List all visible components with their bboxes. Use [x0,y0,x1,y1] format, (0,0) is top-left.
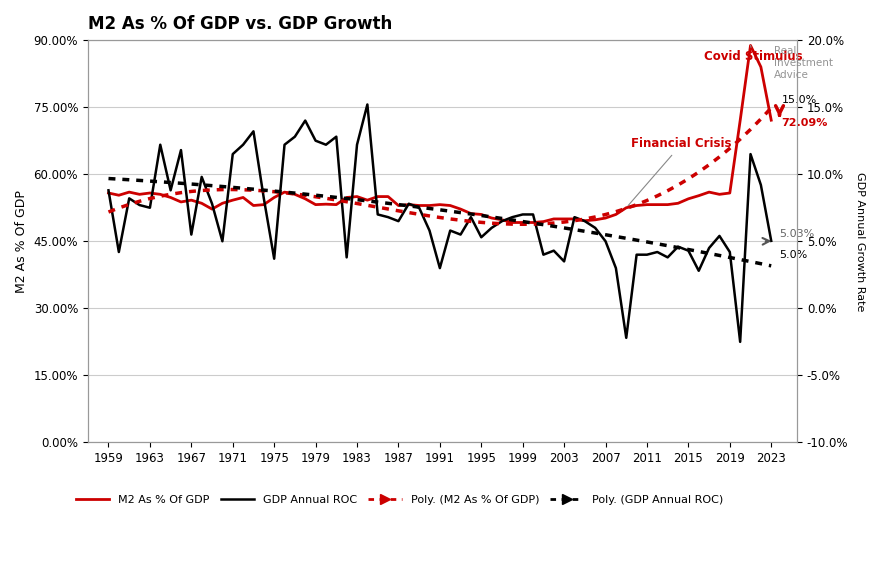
Text: Covid Stimulus: Covid Stimulus [704,46,803,63]
Text: 5.0%: 5.0% [780,250,808,260]
Text: Real
Investment
Advice: Real Investment Advice [774,46,833,81]
Text: 72.09%: 72.09% [781,118,828,128]
Text: Financial Crisis: Financial Crisis [628,138,732,206]
Y-axis label: GDP Annual Growth Rate: GDP Annual Growth Rate [855,172,865,311]
Text: M2 As % Of GDP vs. GDP Growth: M2 As % Of GDP vs. GDP Growth [88,15,392,33]
Legend: M2 As % Of GDP, GDP Annual ROC, Poly. (M2 As % Of GDP), Poly. (GDP Annual ROC): M2 As % Of GDP, GDP Annual ROC, Poly. (M… [71,490,728,509]
Text: 15.0%: 15.0% [781,95,817,105]
Y-axis label: M2 As % Of GDP: M2 As % Of GDP [15,190,28,293]
Text: 5.03%: 5.03% [780,229,815,239]
